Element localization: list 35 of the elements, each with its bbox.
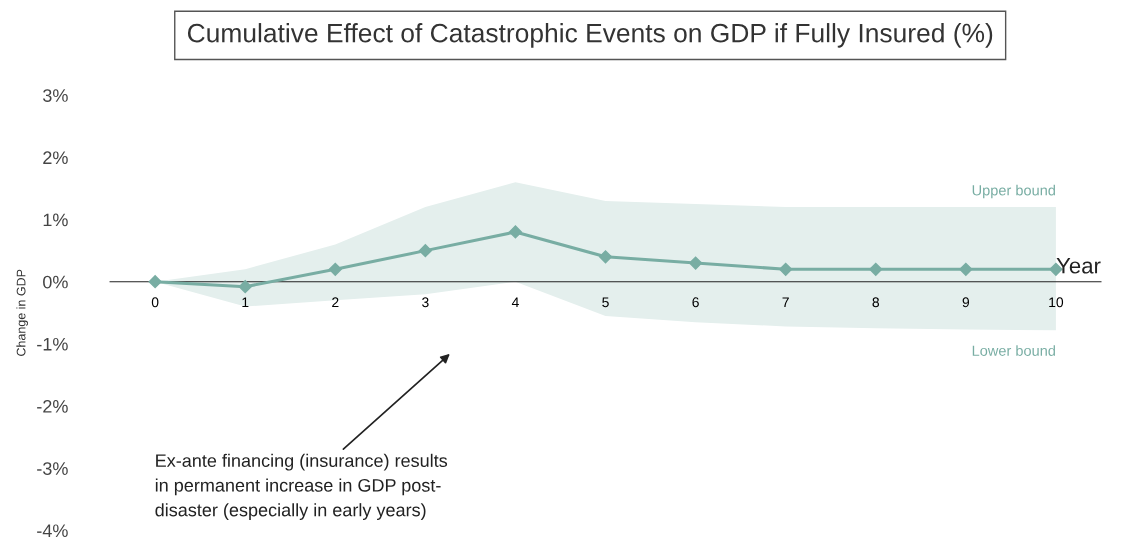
annotation: Lower bound xyxy=(972,345,1055,356)
x-tick-label: 9 xyxy=(962,297,970,308)
x-tick-label: 1 xyxy=(242,297,249,308)
point xyxy=(779,262,793,276)
x-tick-label: 10 xyxy=(1049,297,1064,308)
x-tick-label: 3 xyxy=(422,297,429,308)
annotation: Upper bound xyxy=(972,184,1055,199)
point xyxy=(508,225,523,239)
point xyxy=(418,244,432,258)
point xyxy=(689,256,703,270)
x-tick-label: 8 xyxy=(872,297,880,308)
x-tick-label: 2 xyxy=(332,297,339,308)
point xyxy=(598,250,613,264)
point xyxy=(869,262,883,276)
x-tick-label: 0 xyxy=(151,297,159,308)
y-tick-label: 1% xyxy=(43,213,68,227)
x-tick-label: 4 xyxy=(511,297,519,308)
y-tick-label: -2% xyxy=(37,399,68,413)
y-tick-label: 2% xyxy=(43,151,68,165)
y-tick-label: -1% xyxy=(37,337,68,351)
y-axis-title: Change in GDP xyxy=(16,269,28,356)
point xyxy=(328,262,342,276)
y-tick-label: -4% xyxy=(37,524,68,538)
point xyxy=(148,275,162,289)
point xyxy=(959,262,973,276)
point xyxy=(238,280,252,294)
x-tick-label: 6 xyxy=(692,297,699,308)
annotation: Ex-ante financing (insurance) results in permanent increase in GDP post- disaster (especially in early years) xyxy=(155,453,448,520)
y-tick-label: 3% xyxy=(43,89,68,102)
chart-title: Cumulative Effect of Catastrophic Events on GDP if Fully Insured (%) xyxy=(187,23,993,48)
x-axis-title: Year xyxy=(1056,258,1101,274)
x-tick-label: 7 xyxy=(782,297,789,308)
y-tick-label: -3% xyxy=(37,462,68,475)
x-tick-label: 5 xyxy=(602,297,609,308)
y-tick-label: 0% xyxy=(43,275,68,289)
